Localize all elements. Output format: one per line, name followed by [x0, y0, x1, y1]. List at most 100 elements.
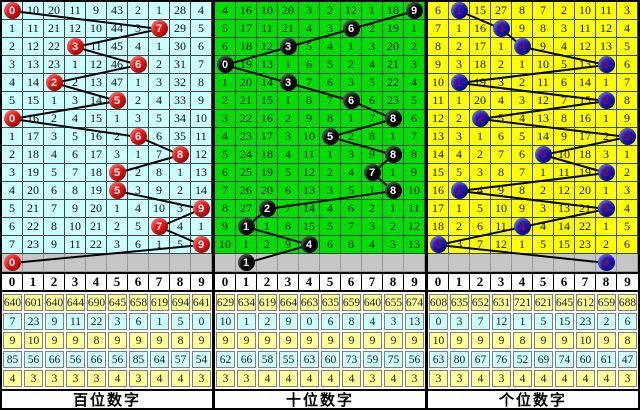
tens-drawn-ball: 2	[258, 200, 276, 217]
grid-cell: 1	[596, 74, 617, 92]
grid-cell: 8	[299, 92, 320, 110]
stats-cell: 659	[342, 294, 361, 311]
stats-cell: 9	[321, 332, 340, 349]
grid-cell: 6	[470, 218, 491, 236]
grid-cell: 10	[404, 182, 425, 200]
stats-cell: 3	[450, 370, 469, 387]
stats-cell: 9	[150, 332, 169, 349]
grid-cell: 3	[383, 236, 404, 254]
tens-drawn-ball: 9	[405, 2, 423, 19]
stats-cell: 688	[618, 294, 637, 311]
grid-cell: 6	[44, 182, 65, 200]
grid-cell: 5	[107, 164, 128, 182]
grid-cell: 0	[215, 56, 236, 74]
grid-cell: 13	[428, 128, 449, 146]
separator-cell	[404, 254, 425, 272]
grid-cell: 3	[470, 164, 491, 182]
grid-cell: 6	[341, 92, 362, 110]
stats-cell: 3	[216, 370, 235, 387]
grid-cell: 27	[491, 2, 512, 20]
grid-cell: 8	[278, 218, 299, 236]
grid-cell: 4	[491, 92, 512, 110]
grid-cell: 11	[575, 20, 596, 38]
grid-cell: 5	[2, 200, 23, 218]
stats-cell: 9	[534, 332, 553, 349]
grid-cell: 17	[257, 128, 278, 146]
stats-row: 7 23 9 11 22 3 6 1 5 0	[3, 313, 211, 330]
separator-cell	[428, 254, 449, 272]
grid-cell: 25	[236, 164, 257, 182]
grid-cell: 15	[257, 92, 278, 110]
stats-cell: 59	[363, 351, 382, 368]
grid-cell: 10	[428, 74, 449, 92]
grid-cell: 3	[107, 146, 128, 164]
grid-cell: 3	[107, 236, 128, 254]
stats-cell: 8	[87, 332, 106, 349]
grid-cell: 4	[299, 236, 320, 254]
grid-cell: 12	[491, 236, 512, 254]
grid-cell: 9	[362, 146, 383, 164]
stats-cell: 8	[342, 313, 361, 330]
stats-cell: 629	[216, 294, 235, 311]
grid-cell: 9	[215, 218, 236, 236]
stats-cell: 3	[363, 370, 382, 387]
grid-cell: 19	[575, 164, 596, 182]
grid-cell: 2	[449, 38, 470, 56]
grid-cell: 7	[191, 56, 212, 74]
grid-cell: 9	[191, 200, 212, 218]
grid-cell: 1	[362, 2, 383, 20]
grid-cell: 13	[86, 74, 107, 92]
grid-cell: 11	[23, 20, 44, 38]
grid-cell: 30	[170, 38, 191, 56]
grid-cell: 9	[428, 56, 449, 74]
grid-cell: 1	[149, 2, 170, 20]
grid-cell: 8	[320, 110, 341, 128]
stats-cell: 1	[150, 313, 169, 330]
grid-cell: 1	[2, 128, 23, 146]
grid-cell: 3	[65, 38, 86, 56]
grid-cell: 2	[128, 164, 149, 182]
grid-cell: 1	[107, 110, 128, 128]
grid-cell: 1	[470, 128, 491, 146]
grid-cell: 6	[320, 236, 341, 254]
grid-cell: 1	[128, 74, 149, 92]
grid-cell: 5	[299, 38, 320, 56]
grid-cell: 5	[107, 182, 128, 200]
hundreds-drawn-ball: 7	[150, 20, 168, 37]
stats-cell: 9	[129, 332, 148, 349]
grid-cell: 2	[491, 56, 512, 74]
grid-cell: 1	[257, 218, 278, 236]
stats-row: 10 1 2 9 0 6 8 4 3 13	[216, 313, 424, 330]
stats-row: 63 80 67 76 52 69 74 60 61 47	[429, 351, 637, 368]
stats-cell: 619	[258, 294, 277, 311]
grid-cell: 1	[383, 164, 404, 182]
units-drawn-ball: 4	[513, 38, 531, 55]
stats-cell: 694	[171, 294, 190, 311]
stats-cell: 3	[192, 370, 211, 387]
grid-cell: 3	[404, 56, 425, 74]
stats-cell: 66	[87, 351, 106, 368]
grid-cell: 9	[65, 200, 86, 218]
grid-cell: 7	[299, 74, 320, 92]
grid-cell: 2	[554, 2, 575, 20]
grid-cell: 4	[404, 74, 425, 92]
stats-cell: 655	[384, 294, 403, 311]
stats-cell: 664	[279, 294, 298, 311]
hundreds-tail-ball: 0	[3, 254, 21, 271]
grid-cell: 8	[215, 200, 236, 218]
stats-cell: 652	[471, 294, 490, 311]
stats-cell: 721	[513, 294, 532, 311]
grid-cell: 21	[23, 200, 44, 218]
grid-cell: 4	[341, 164, 362, 182]
grid-cell: 1	[341, 38, 362, 56]
grid-cell: 2	[44, 110, 65, 128]
digit-header-cell: 9	[624, 274, 631, 289]
stats-row: 0 3 7 12 1 5 15 23 2 6	[429, 313, 637, 330]
grid-cell: 6	[512, 146, 533, 164]
grid-cell: 4	[470, 182, 491, 200]
grid-cell: 12	[575, 38, 596, 56]
grid-cell: 6	[65, 146, 86, 164]
separator-cell	[191, 254, 212, 272]
grid-cell: 28	[170, 2, 191, 20]
